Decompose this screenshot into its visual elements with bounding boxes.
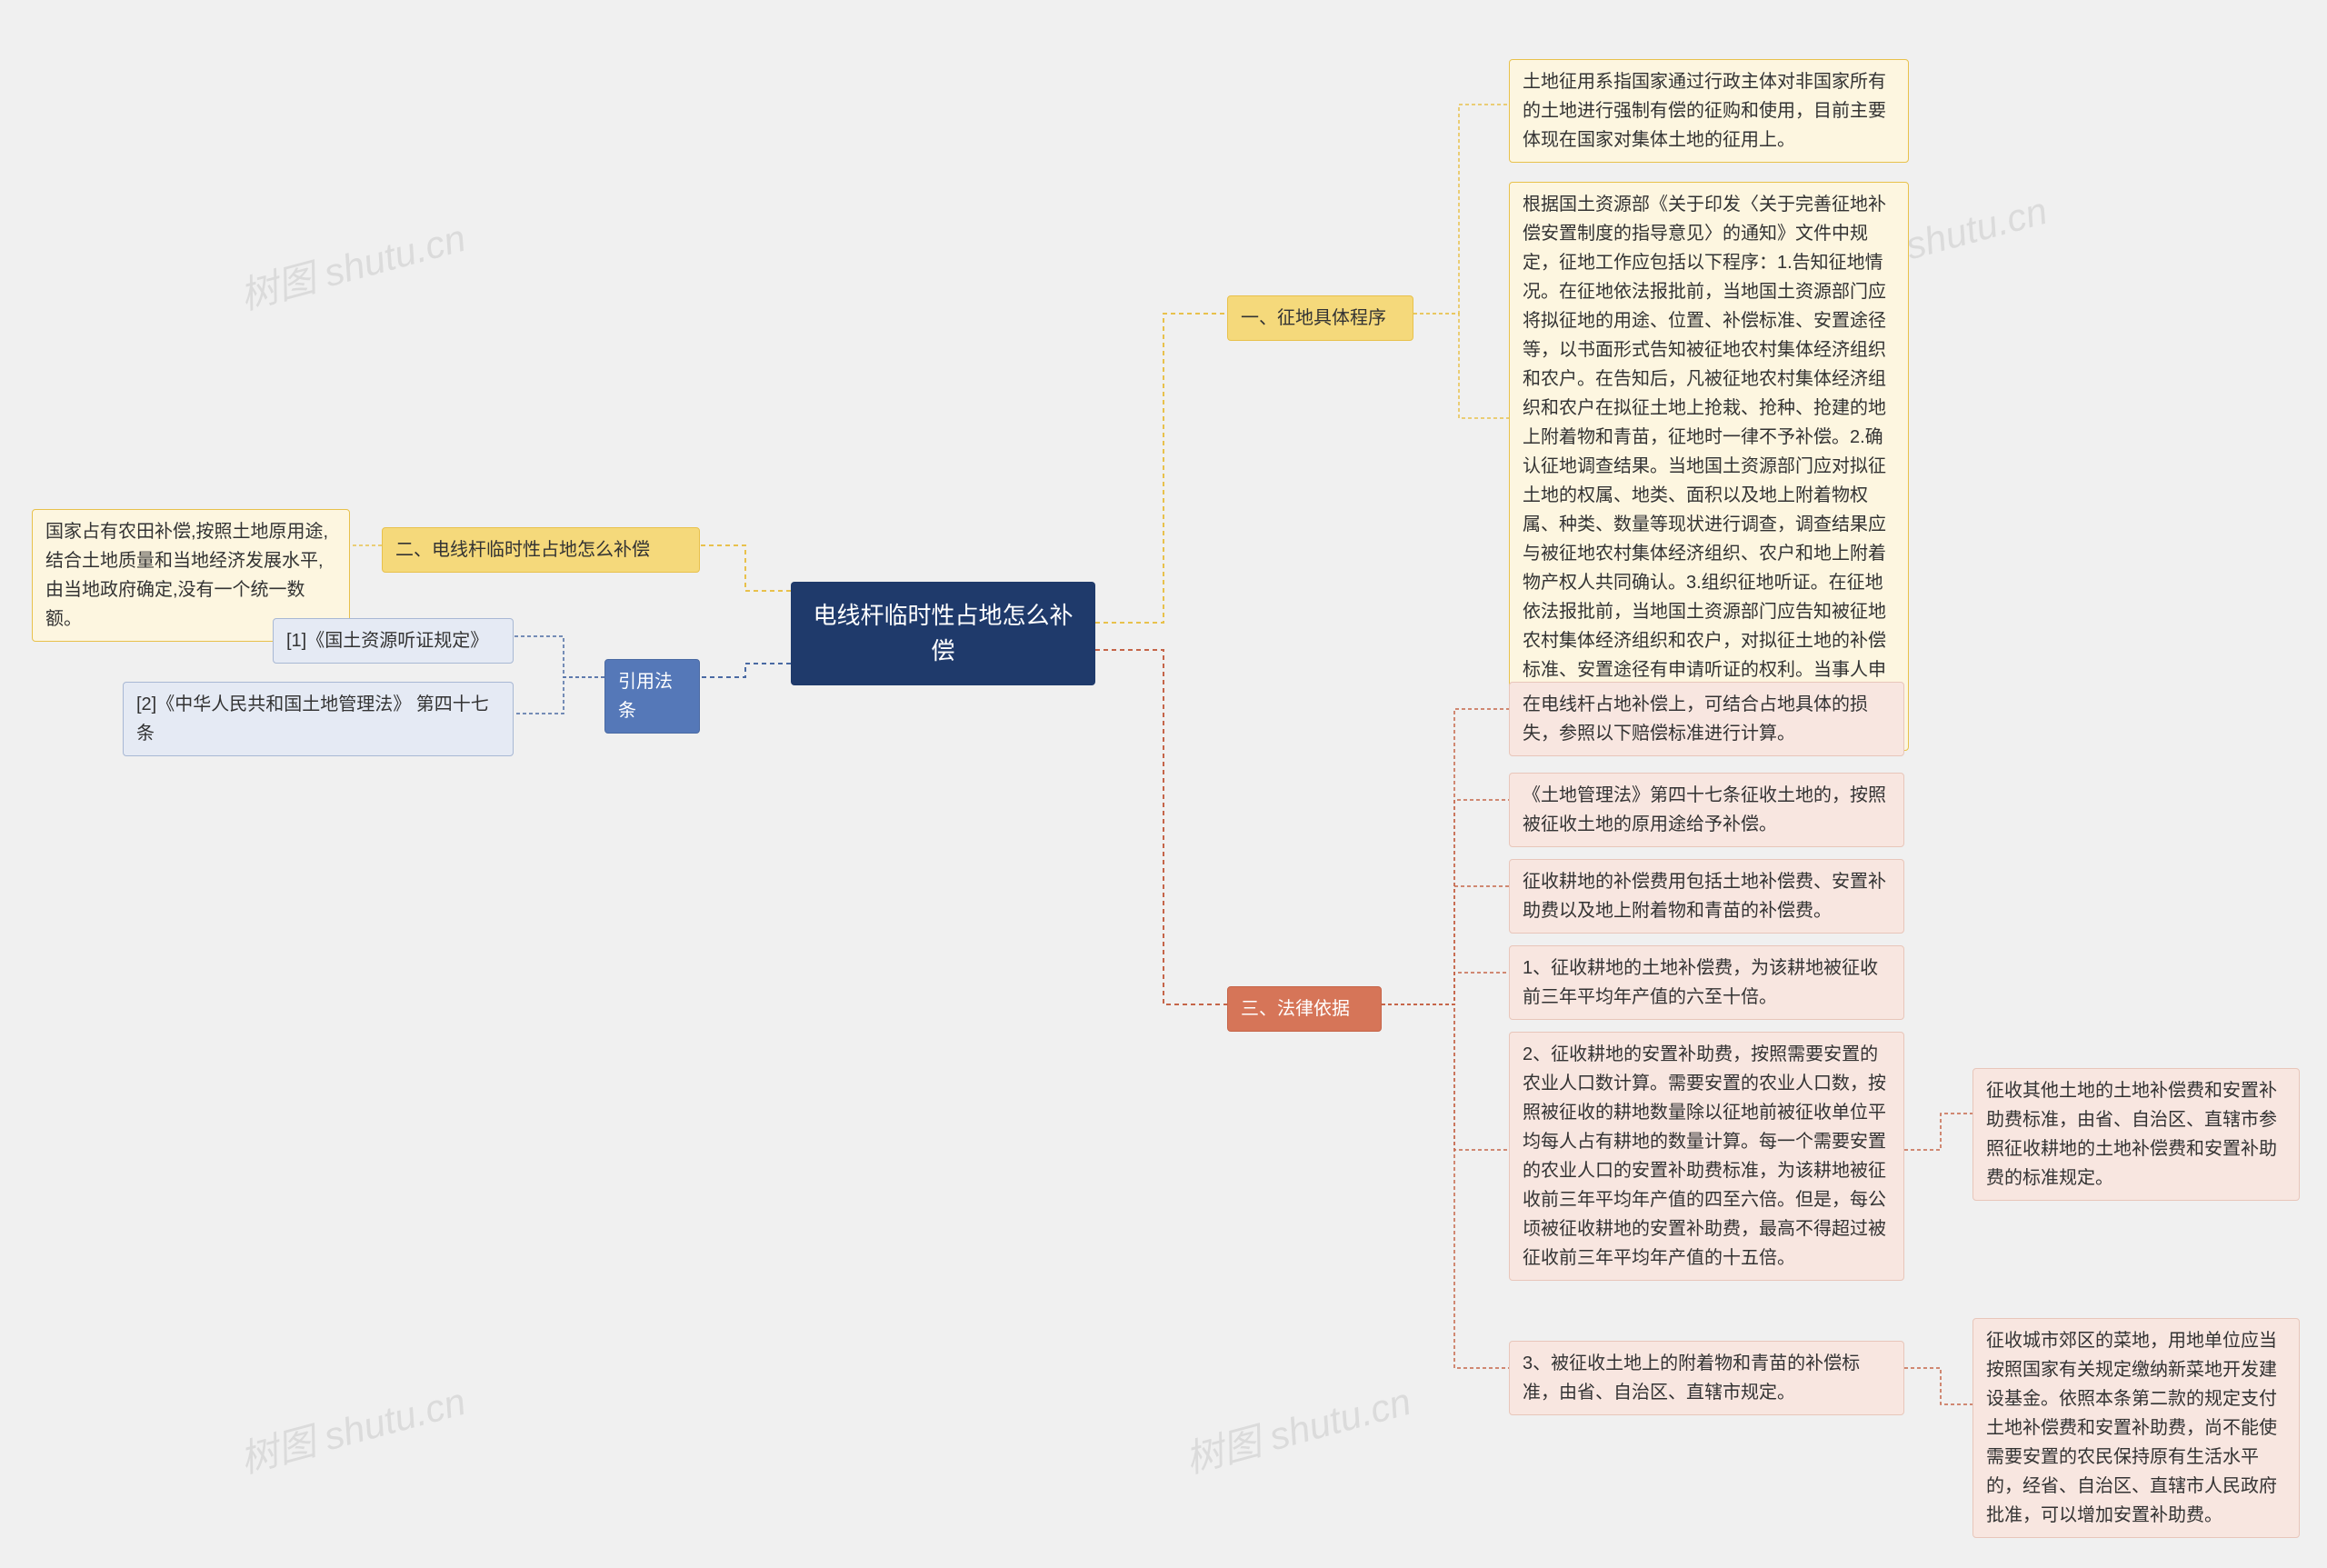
- root-node[interactable]: 电线杆临时性占地怎么补偿: [791, 582, 1095, 685]
- branch-1-title[interactable]: 一、征地具体程序: [1227, 295, 1413, 341]
- branch-3-leaf-3[interactable]: 征收耕地的补偿费用包括土地补偿费、安置补助费以及地上附着物和青苗的补偿费。: [1509, 859, 1904, 934]
- branch-2-title[interactable]: 二、电线杆临时性占地怎么补偿: [382, 527, 700, 573]
- branch-4-title[interactable]: 引用法条: [604, 659, 700, 734]
- watermark: 树图 shutu.cn: [233, 1371, 471, 1484]
- branch-3-leaf-2[interactable]: 《土地管理法》第四十七条征收土地的，按照被征收土地的原用途给予补偿。: [1509, 773, 1904, 847]
- branch-3-leaf-6-sub[interactable]: 征收城市郊区的菜地，用地单位应当按照国家有关规定缴纳新菜地开发建设基金。依照本条…: [1972, 1318, 2300, 1538]
- watermark: 树图 shutu.cn: [1178, 1371, 1416, 1484]
- branch-3-leaf-5-sub[interactable]: 征收其他土地的土地补偿费和安置补助费标准，由省、自治区、直辖市参照征收耕地的土地…: [1972, 1068, 2300, 1201]
- branch-3-leaf-1[interactable]: 在电线杆占地补偿上，可结合占地具体的损失，参照以下赔偿标准进行计算。: [1509, 682, 1904, 756]
- watermark: 树图 shutu.cn: [233, 207, 471, 321]
- branch-3-leaf-5[interactable]: 2、征收耕地的安置补助费，按照需要安置的农业人口数计算。需要安置的农业人口数，按…: [1509, 1032, 1904, 1281]
- mindmap-canvas: 树图 shutu.cn 树图 shutu.cn 树图 shutu.cn 树图 s…: [0, 0, 2327, 1568]
- branch-4-leaf-1[interactable]: [1]《国土资源听证规定》: [273, 618, 514, 664]
- branch-3-leaf-4[interactable]: 1、征收耕地的土地补偿费，为该耕地被征收前三年平均年产值的六至十倍。: [1509, 945, 1904, 1020]
- branch-3-leaf-6[interactable]: 3、被征收土地上的附着物和青苗的补偿标准，由省、自治区、直辖市规定。: [1509, 1341, 1904, 1415]
- branch-1-leaf-1[interactable]: 土地征用系指国家通过行政主体对非国家所有的土地进行强制有偿的征购和使用，目前主要…: [1509, 59, 1909, 163]
- branch-1-leaf-2[interactable]: 根据国土资源部《关于印发〈关于完善征地补偿安置制度的指导意见〉的通知》文件中规定…: [1509, 182, 1909, 751]
- branch-3-title[interactable]: 三、法律依据: [1227, 986, 1382, 1032]
- branch-4-leaf-2[interactable]: [2]《中华人民共和国土地管理法》 第四十七条: [123, 682, 514, 756]
